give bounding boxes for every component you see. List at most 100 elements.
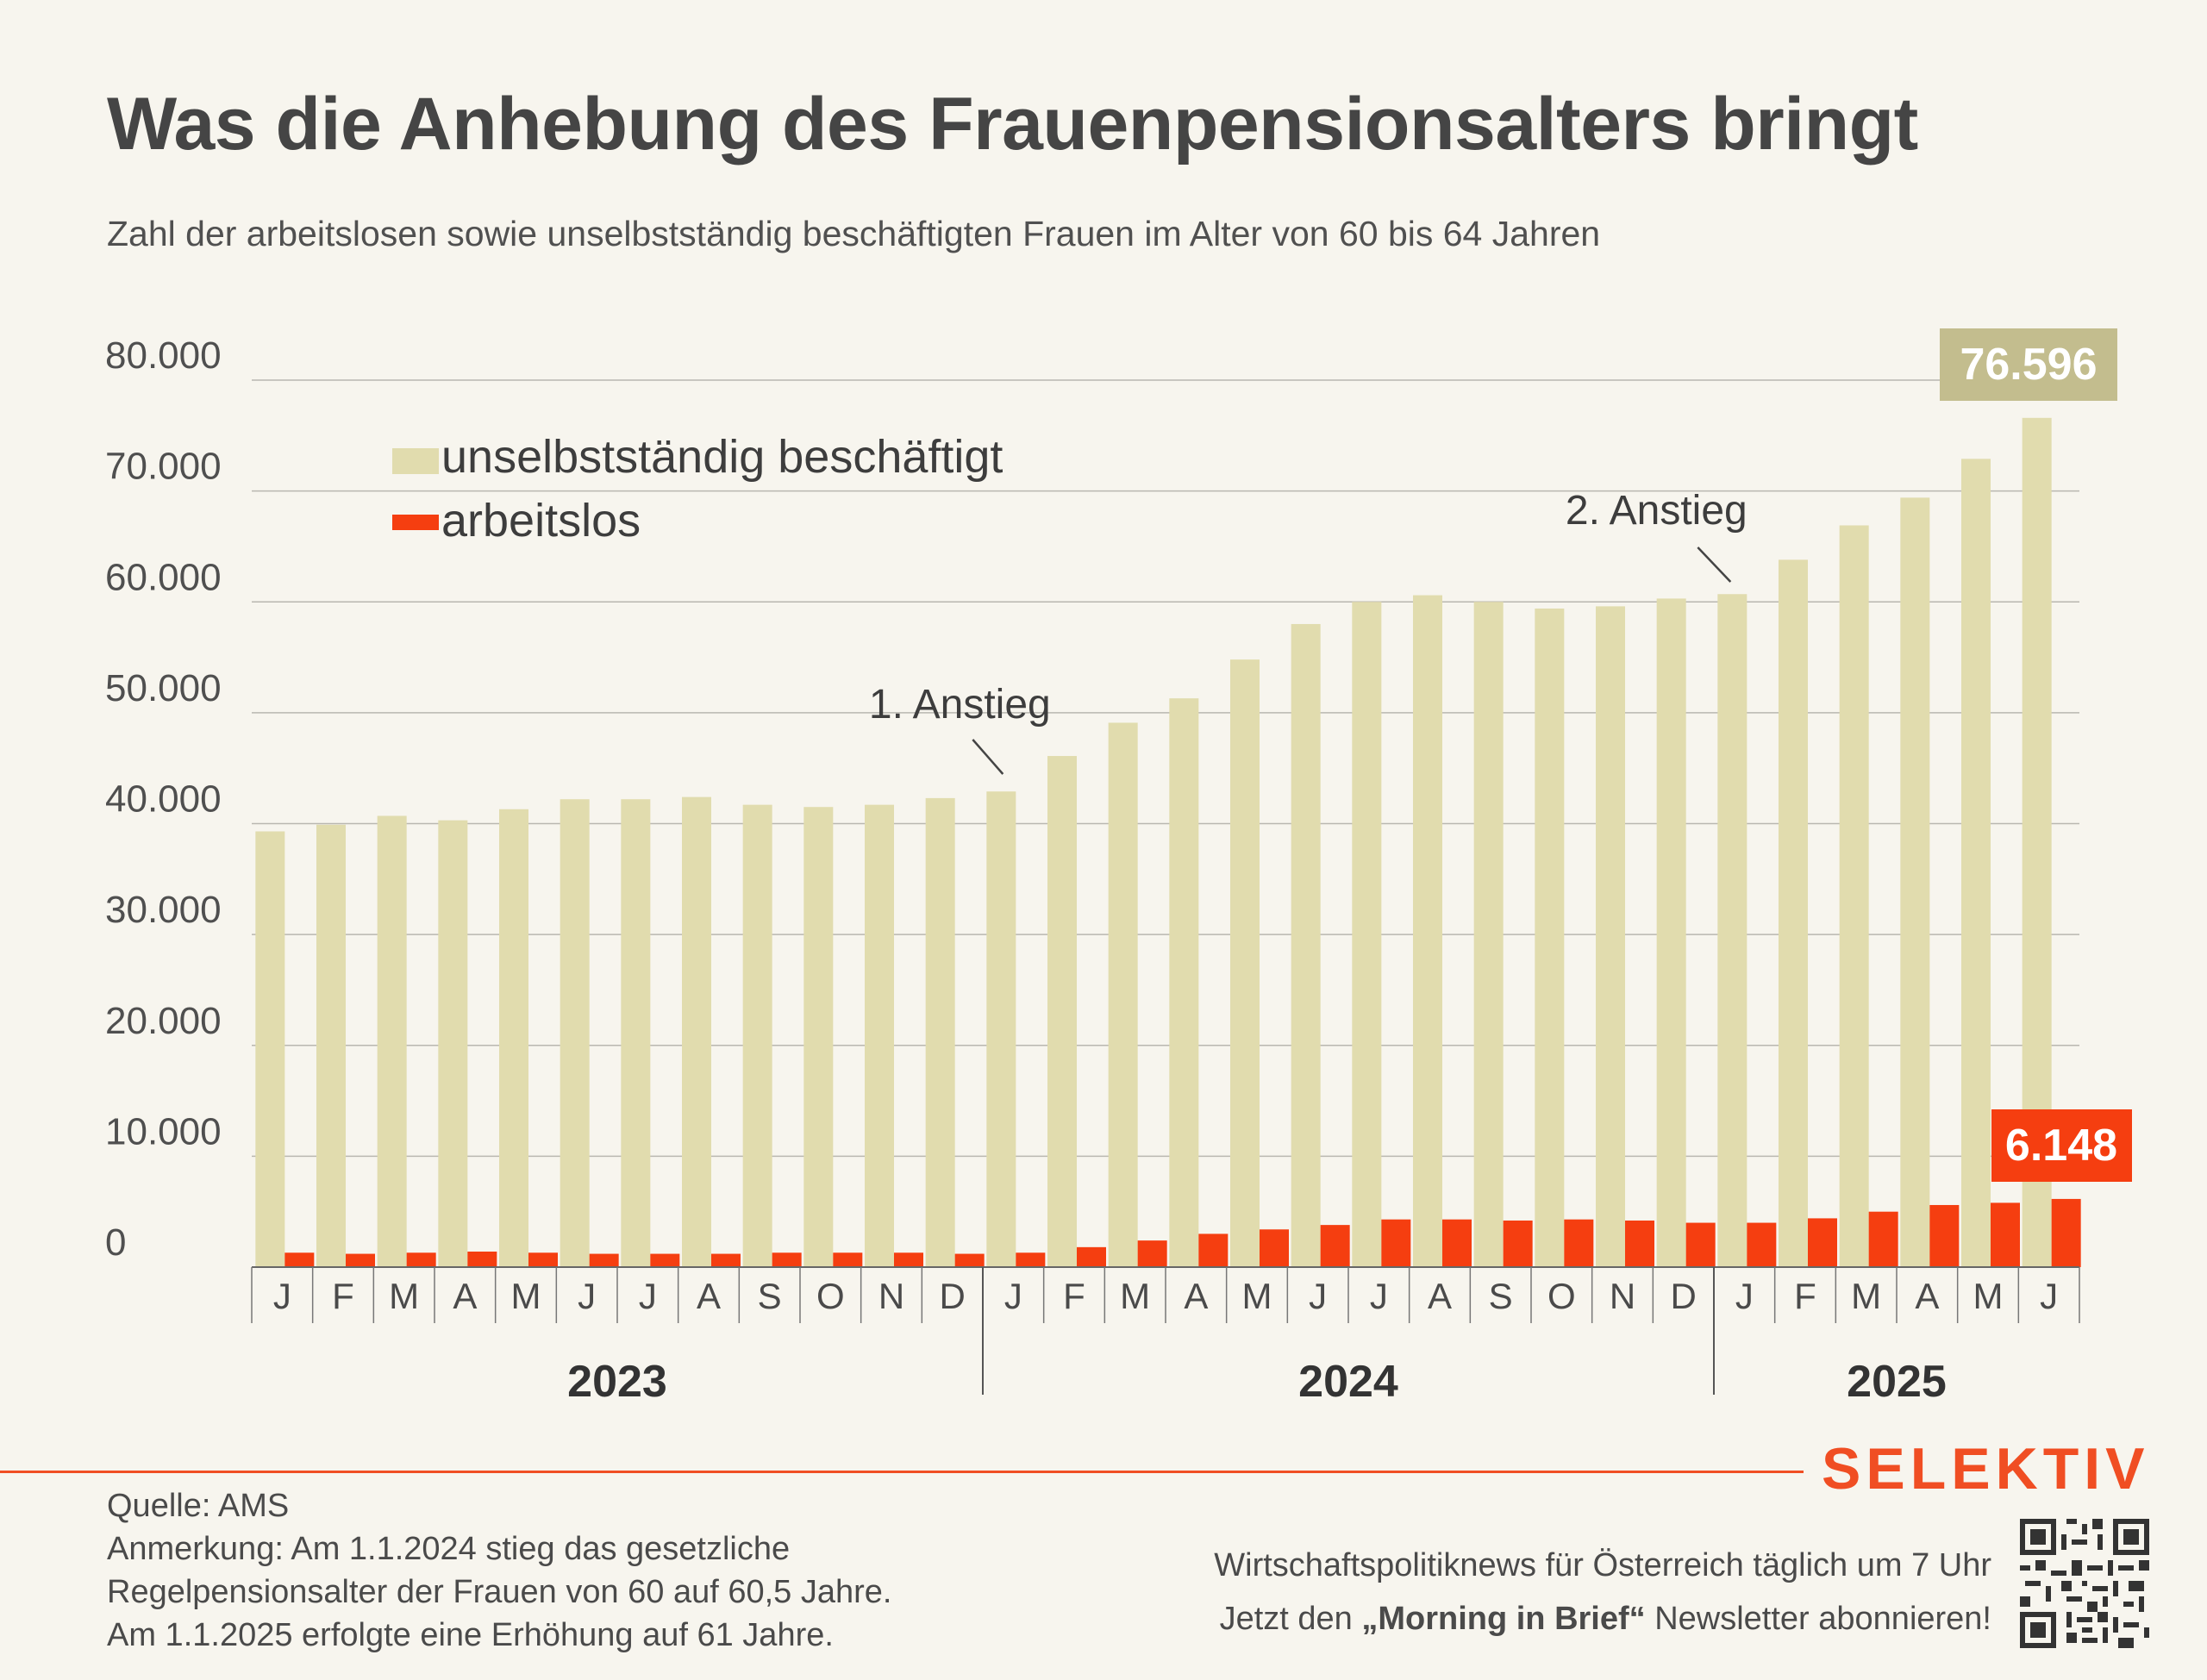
bar-beschaeftigt	[1291, 623, 1321, 1267]
year-label: 2025	[1847, 1357, 1947, 1407]
bar-arbeitslos	[467, 1251, 497, 1267]
bar-beschaeftigt	[316, 824, 346, 1267]
bar-beschaeftigt	[1473, 602, 1504, 1267]
bar-arbeitslos	[1198, 1233, 1229, 1267]
annotation-pointer	[1697, 546, 1732, 583]
bar-beschaeftigt	[1230, 659, 1260, 1267]
bar-arbeitslos	[1260, 1229, 1289, 1267]
x-tick-label: A	[1915, 1276, 1939, 1316]
x-tick-label: S	[1489, 1276, 1513, 1316]
y-tick-label: 60.000	[105, 556, 222, 598]
bar-beschaeftigt	[1108, 722, 1138, 1267]
bar-arbeitslos	[1991, 1202, 2020, 1267]
bar-beschaeftigt	[499, 809, 528, 1267]
y-tick-label: 20.000	[105, 1000, 222, 1042]
x-tick-label: A	[453, 1276, 477, 1316]
bar-beschaeftigt	[1169, 698, 1199, 1267]
bar-arbeitslos	[954, 1253, 985, 1267]
bar-beschaeftigt	[1656, 598, 1686, 1267]
note-line-1: Anmerkung: Am 1.1.2024 stieg das gesetzl…	[107, 1531, 791, 1567]
x-tick-label: M	[1242, 1276, 1272, 1316]
x-tick-label: M	[389, 1276, 419, 1316]
bar-beschaeftigt	[438, 820, 468, 1267]
bar-beschaeftigt	[1596, 606, 1625, 1267]
annotation-label: 1. Anstieg	[869, 682, 1051, 728]
bar-arbeitslos	[1564, 1219, 1594, 1267]
value-label-beschaeftigt: 76.596	[1960, 340, 2097, 390]
x-tick-label: D	[939, 1276, 965, 1316]
bar-arbeitslos	[1868, 1211, 1898, 1267]
bar-arbeitslos	[1503, 1220, 1533, 1267]
bar-beschaeftigt	[1779, 559, 1808, 1267]
bar-beschaeftigt	[1717, 594, 1747, 1267]
x-tick-label: F	[332, 1276, 354, 1316]
y-tick-label: 40.000	[105, 778, 222, 821]
y-tick-label: 0	[105, 1221, 126, 1264]
y-tick-label: 50.000	[105, 667, 222, 709]
bar-beschaeftigt	[560, 799, 590, 1267]
brand-logo[interactable]: SELEKTIV	[1822, 1436, 2150, 1502]
y-tick-label: 30.000	[105, 889, 222, 931]
promo-line-1: Wirtschaftspolitiknews für Österreich tä…	[1214, 1547, 1991, 1583]
promo-line-2[interactable]: Jetzt den „Morning in Brief“ Newsletter …	[1214, 1592, 1991, 1646]
promo-text-post: Newsletter abonnieren!	[1645, 1601, 1991, 1637]
y-tick-label: 10.000	[105, 1110, 222, 1152]
bar-arbeitslos	[650, 1253, 680, 1267]
note-line-3: Am 1.1.2025 erfolgte eine Erhöhung auf 6…	[107, 1617, 834, 1653]
x-tick-label: A	[1428, 1276, 1452, 1316]
x-tick-label: J	[639, 1276, 657, 1316]
year-label: 2023	[567, 1357, 667, 1407]
x-tick-label: A	[1184, 1276, 1208, 1316]
legend-label-beschaeftigt: unselbstständig beschäftigt	[441, 431, 1003, 483]
year-label: 2024	[1298, 1357, 1398, 1407]
bar-arbeitslos	[528, 1252, 558, 1267]
x-tick-label: J	[578, 1276, 596, 1316]
qr-code-icon[interactable]	[2020, 1519, 2149, 1648]
bar-beschaeftigt	[1047, 756, 1077, 1267]
bar-arbeitslos	[833, 1252, 863, 1267]
bar-beschaeftigt	[925, 797, 955, 1267]
bar-arbeitslos	[589, 1253, 619, 1267]
annotation-label: 2. Anstieg	[1566, 488, 1747, 534]
bar-beschaeftigt	[742, 804, 772, 1267]
x-tick-label: J	[273, 1276, 291, 1316]
bar-arbeitslos	[711, 1253, 741, 1267]
bar-beschaeftigt	[1413, 595, 1442, 1267]
x-tick-label: M	[1851, 1276, 1881, 1316]
bar-arbeitslos	[772, 1252, 802, 1267]
x-tick-label: J	[1370, 1276, 1388, 1316]
bar-arbeitslos	[1137, 1240, 1167, 1267]
note-line-2: Regelpensionsalter der Frauen von 60 auf…	[107, 1574, 892, 1610]
bar-beschaeftigt	[1839, 525, 1869, 1267]
bar-beschaeftigt	[986, 791, 1016, 1267]
bar-arbeitslos	[1077, 1246, 1106, 1267]
bar-beschaeftigt	[1352, 602, 1382, 1267]
footer-divider	[0, 1471, 1804, 1473]
x-tick-label: J	[1735, 1276, 1754, 1316]
annotation-pointer	[972, 739, 1004, 775]
x-tick-label: J	[2040, 1276, 2058, 1316]
bar-arbeitslos	[1442, 1219, 1472, 1267]
x-tick-label: O	[816, 1276, 845, 1316]
legend-label-arbeitslos: arbeitslos	[441, 495, 641, 546]
x-tick-label: M	[1120, 1276, 1150, 1316]
bar-beschaeftigt	[1900, 497, 1930, 1267]
y-tick-label: 80.000	[105, 334, 222, 377]
bar-arbeitslos	[1381, 1219, 1411, 1267]
value-label-box-beschaeftigt	[1940, 328, 2117, 401]
source-text: Quelle: AMS	[107, 1488, 290, 1524]
x-tick-label: F	[1063, 1276, 1085, 1316]
x-tick-label: N	[1610, 1276, 1635, 1316]
value-label-box-arbeitslos	[1991, 1109, 2132, 1182]
value-label-arbeitslos: 6.148	[2005, 1121, 2117, 1171]
bar-beschaeftigt	[621, 799, 651, 1267]
x-tick-label: N	[878, 1276, 904, 1316]
page-title: Was die Anhebung des Frauenpensionsalter…	[107, 83, 1918, 166]
bar-arbeitslos	[1929, 1204, 1960, 1267]
bar-beschaeftigt	[255, 831, 285, 1267]
x-tick-label: O	[1547, 1276, 1576, 1316]
bar-arbeitslos	[1016, 1252, 1046, 1267]
bar-beschaeftigt	[377, 815, 407, 1267]
bar-beschaeftigt	[803, 807, 834, 1267]
promo-newsletter-name: „Morning in Brief“	[1361, 1601, 1646, 1637]
